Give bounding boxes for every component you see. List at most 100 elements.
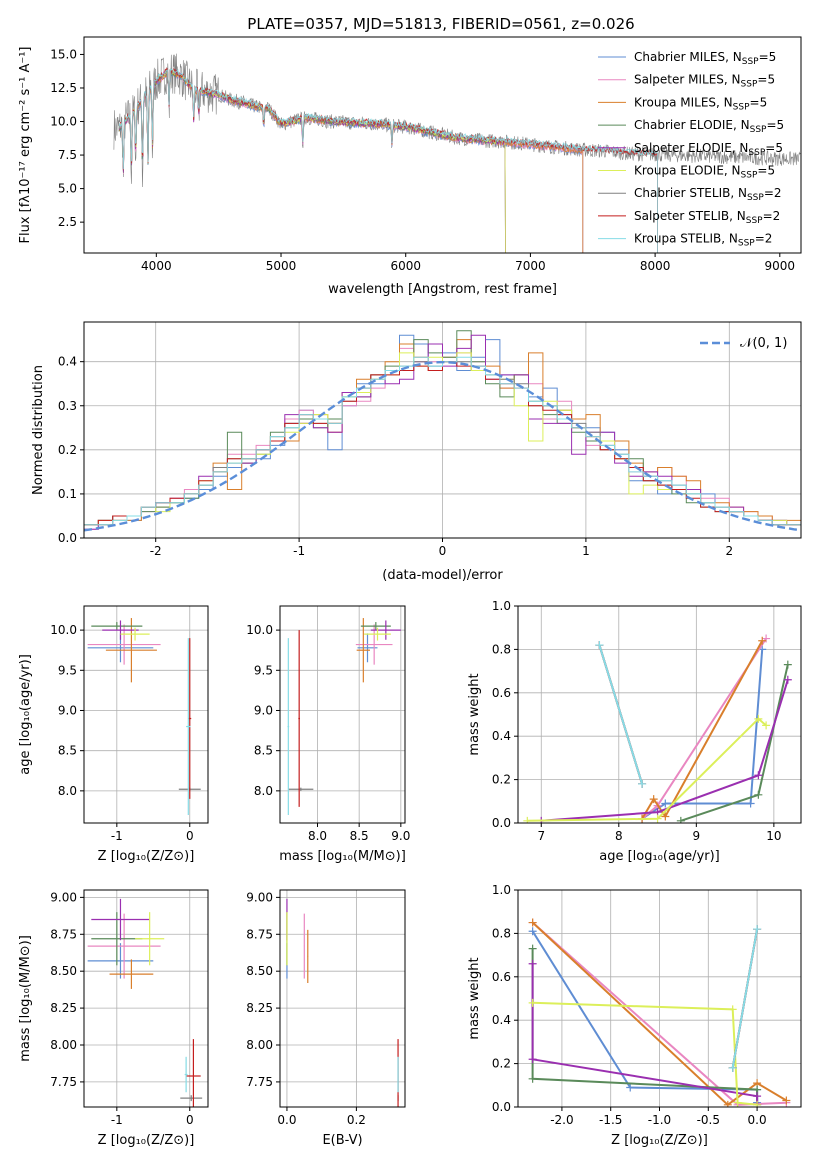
- y-tick-label: 0.2: [492, 1057, 511, 1071]
- mass_weight_vs_age-xlabel: age [log₁₀(age/yr)]: [599, 849, 720, 864]
- y-tick-label: 8.75: [50, 927, 77, 941]
- y-tick-label: 9.5: [58, 663, 77, 677]
- y-tick-label: 10.0: [50, 623, 77, 637]
- histogram-xlabel: (data-model)/error: [382, 568, 503, 583]
- mass-weight-line: [527, 717, 767, 822]
- mass-weight-marker: [661, 812, 670, 821]
- spectrum-model-kroupa-stelib: [118, 68, 658, 253]
- y-tick-label: 0.8: [492, 642, 511, 656]
- y-tick-label: 15.0: [50, 47, 77, 61]
- legend-label: Chabrier ELODIE, NSSP=5: [634, 118, 784, 135]
- spectrum-model-kroupa-elodie: [118, 69, 506, 253]
- mass_vs_Z-xlabel: Z [log₁₀(Z/Z⊙)]: [98, 1133, 195, 1148]
- mass_weight_vs_Z-frame: [517, 889, 802, 1108]
- histogram-ylabel: Normed distribution: [31, 365, 46, 495]
- spectrum-model-chabrier-elodie: [118, 70, 506, 253]
- age_vs_Z-ylabel: age [log₁₀(age/yr)]: [18, 654, 33, 775]
- x-tick-label: 0.0: [748, 1113, 767, 1127]
- y-tick-label: 8.5: [254, 744, 273, 758]
- mass_vs_EBV-xlabel: E(B-V): [322, 1133, 362, 1148]
- mass_vs_Z-ylabel: mass [log₁₀(M/M⊙)]: [18, 935, 33, 1062]
- legend-label: Chabrier STELIB, NSSP=2: [634, 186, 782, 203]
- y-tick-label: 7.5: [58, 148, 77, 162]
- x-tick-label: 9: [693, 829, 701, 843]
- mass_weight_vs_Z-xlabel: Z [log₁₀(Z/Z⊙)]: [611, 1133, 708, 1148]
- mass-weight-marker: [723, 1100, 732, 1107]
- y-tick-label: 0.4: [492, 1013, 511, 1027]
- mass-weight-marker: [653, 814, 662, 823]
- histogram-series: [84, 330, 801, 538]
- y-tick-label: 0.8: [492, 926, 511, 940]
- mass-weight-line: [641, 640, 764, 820]
- normal-curve: [84, 360, 801, 532]
- y-tick-label: 0.0: [492, 1100, 511, 1114]
- y-tick-label: 8.25: [246, 1001, 273, 1015]
- mass-weight-line: [598, 644, 644, 785]
- mass-weight-marker: [746, 799, 755, 808]
- age_vs_mass-points: [287, 618, 401, 815]
- mass-weight-marker: [754, 771, 763, 780]
- legend-label: Salpeter STELIB, NSSP=2: [634, 209, 780, 226]
- mass-weight-marker: [753, 1092, 762, 1101]
- mass-weight-marker: [595, 641, 604, 650]
- x-tick-label: -2: [150, 544, 162, 558]
- x-tick-label: -1.0: [648, 1113, 671, 1127]
- mass-weight-line: [731, 928, 759, 1069]
- y-tick-label: 9.0: [254, 703, 273, 717]
- mass-weight-marker: [676, 816, 685, 823]
- age_vs_mass-xlabel: mass [log₁₀(M/M⊙)]: [279, 849, 406, 864]
- mass_vs_EBV-axes: 0.0 0.2 7.75 8.00 8.25 8.50 8.75 9.00: [246, 890, 405, 1127]
- y-tick-label: 5.0: [58, 182, 77, 196]
- legend-label: Salpeter MILES, NSSP=5: [634, 73, 775, 90]
- mass-weight-marker: [638, 779, 647, 788]
- x-tick-label: 9000: [765, 259, 796, 273]
- x-tick-label: 5000: [266, 259, 297, 273]
- legend-label: Salpeter ELODIE, NSSP=5: [634, 141, 783, 158]
- y-tick-label: 8.0: [254, 784, 273, 798]
- mass-weight-marker: [728, 1005, 737, 1014]
- mass-weight-marker: [753, 925, 762, 934]
- x-tick-label: 7000: [515, 259, 546, 273]
- x-tick-label: 8: [615, 829, 623, 843]
- y-tick-label: 10.0: [246, 623, 273, 637]
- y-tick-label: 8.0: [58, 784, 77, 798]
- spectrum-frame: [83, 36, 802, 254]
- mass-weight-line: [641, 649, 764, 820]
- y-tick-label: 7.75: [246, 1075, 273, 1089]
- mass_weight_vs_Z-axes: -2.0 -1.5 -1.0 -0.5 0.0 0.0 0.2 0.4 0.6 0.8 1.0: [492, 883, 801, 1127]
- spectrum-model-salpeter-miles: [118, 70, 584, 253]
- mass_weight_vs_Z-ylabel: mass weight: [467, 957, 482, 1039]
- mass-weight-marker: [728, 1063, 737, 1072]
- mass-weight-marker: [528, 944, 537, 953]
- x-tick-label: 2: [725, 544, 733, 558]
- x-tick-label: 6000: [390, 259, 421, 273]
- mass-weight-marker: [661, 799, 670, 808]
- x-tick-label: 8.5: [350, 829, 369, 843]
- y-tick-label: 1.0: [492, 599, 511, 613]
- normal-legend-label: 𝒩(0, 1): [740, 336, 787, 351]
- y-tick-label: 0.4: [492, 729, 511, 743]
- mass-weight-marker: [733, 1098, 742, 1107]
- spectrum-model-salpeter-elodie: [118, 69, 506, 253]
- y-tick-label: 8.50: [50, 964, 77, 978]
- mass-weight-marker: [626, 1083, 635, 1092]
- mass-weight-line: [541, 679, 789, 822]
- x-tick-label: -1: [111, 829, 123, 843]
- mass_weight_vs_age-axes: 7 8 9 10 0.0 0.2 0.4 0.6 0.8 1.0: [492, 599, 801, 843]
- age_vs_Z-points: [87, 618, 201, 815]
- y-tick-label: 9.00: [50, 890, 77, 904]
- y-tick-label: 0.6: [492, 970, 511, 984]
- mass-weight-marker: [754, 790, 763, 799]
- x-tick-label: 0.0: [277, 1113, 296, 1127]
- mass-weight-marker: [783, 660, 792, 669]
- legend-label: Kroupa ELODIE, NSSP=5: [634, 164, 775, 181]
- x-tick-label: 0: [186, 1113, 194, 1127]
- y-tick-label: 0.6: [492, 686, 511, 700]
- mass-weight-marker: [753, 1100, 762, 1107]
- x-tick-label: -0.5: [697, 1113, 720, 1127]
- mass_weight_vs_age-ylabel: mass weight: [467, 673, 482, 755]
- age_vs_Z-xlabel: Z [log₁₀(Z/Z⊙)]: [98, 849, 195, 864]
- y-tick-label: 8.00: [246, 1038, 273, 1052]
- y-tick-label: 0.3: [58, 399, 77, 413]
